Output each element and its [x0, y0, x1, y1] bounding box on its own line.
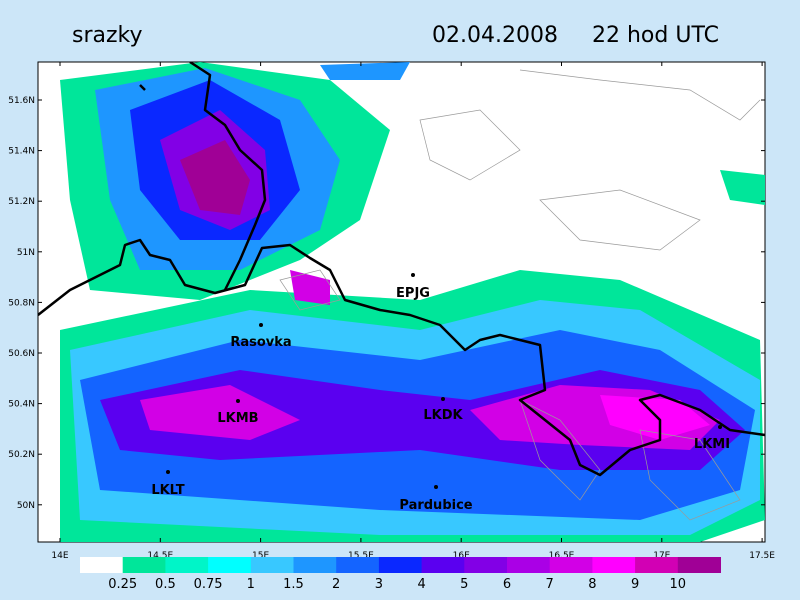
colorbar-segment — [80, 557, 124, 573]
colorbar-label: 10 — [670, 577, 687, 592]
colorbar-segment — [250, 557, 294, 573]
colorbar-label: 7 — [546, 577, 554, 592]
longitude-labels: 14E 14.5E 15E 15.5E 16E 16.5E 17E 17.5E — [51, 62, 775, 561]
colorbar-segment — [208, 557, 252, 573]
colorbar-segment — [293, 557, 337, 573]
station-label: LKMI — [694, 437, 730, 452]
colorbar-segment — [122, 557, 166, 573]
colorbar-segment — [464, 557, 508, 573]
lon-label: 17E — [653, 551, 670, 561]
station-label: LKDK — [423, 408, 463, 423]
lon-label: 16E — [453, 551, 470, 561]
station-dot — [441, 397, 445, 401]
stations: EPJG Rasovka LKMB LKDK LKMI LKLT Pardubice — [151, 273, 730, 513]
latitude-labels: 51.6N 51.4N 51.2N 51N 50.8N 50.6N 50.4N 50.2N 50… — [8, 96, 765, 511]
colorbar-label: 2 — [332, 577, 340, 592]
colorbar-label: 0.25 — [108, 577, 137, 592]
station-dot — [166, 470, 170, 474]
lat-label: 50.8N — [8, 298, 35, 308]
colorbar-segment — [378, 557, 423, 573]
lat-label: 51.6N — [8, 96, 35, 106]
map-area — [37, 61, 766, 543]
lon-label: 17.5E — [749, 551, 775, 561]
title: srazky — [72, 23, 143, 48]
lat-label: 50.2N — [8, 450, 35, 460]
lat-label: 51N — [17, 248, 35, 258]
lon-label: 14.5E — [147, 551, 173, 561]
time: 22 hod UTC — [592, 23, 719, 48]
colorbar-label: 1.5 — [283, 577, 304, 592]
lat-label: 50N — [17, 501, 35, 511]
colorbar-label: 6 — [503, 577, 511, 592]
station-dot — [259, 323, 263, 327]
terrain-contours — [279, 69, 761, 521]
station-label: LKMB — [217, 411, 258, 426]
colorbar-label: 3 — [375, 577, 383, 592]
lat-label: 50.6N — [8, 349, 35, 359]
station-dot — [434, 485, 438, 489]
station-dot — [718, 425, 722, 429]
lat-label: 51.4N — [8, 147, 35, 157]
lat-label: 51.2N — [8, 197, 35, 207]
station-dot — [411, 273, 415, 277]
lon-label: 15E — [252, 551, 269, 561]
station-label: Rasovka — [230, 335, 291, 350]
colorbar-segment — [592, 557, 636, 573]
colorbar-label: 0.5 — [155, 577, 176, 592]
station-dot — [236, 399, 240, 403]
date: 02.04.2008 — [432, 23, 558, 48]
lon-label: 14E — [51, 551, 68, 561]
colorbar-label: 9 — [631, 577, 639, 592]
colorbar-segment — [336, 557, 380, 573]
lat-label: 50.4N — [8, 400, 35, 410]
lon-label: 16.5E — [549, 551, 575, 561]
colorbar-segment — [635, 557, 679, 573]
colorbar-segment — [165, 557, 209, 573]
colorbar-segment — [507, 557, 551, 573]
station-label: Pardubice — [399, 498, 472, 513]
colorbar-label: 8 — [588, 577, 596, 592]
colorbar-label: 1 — [247, 577, 255, 592]
colorbar-label: 0.75 — [194, 577, 223, 592]
colorbar-segment — [677, 557, 721, 573]
colorbar-segment — [549, 557, 593, 573]
station-label: LKLT — [151, 483, 184, 498]
station-label: EPJG — [396, 286, 430, 301]
precipitation-field — [60, 62, 765, 542]
lon-label: 15.5E — [348, 551, 374, 561]
colorbar-label: 5 — [460, 577, 468, 592]
colorbar-label: 4 — [417, 577, 425, 592]
colorbar: 0.25 0.5 0.75 1 1.5 2 3 4 5 6 7 8 9 10 — [80, 557, 721, 592]
borders — [38, 62, 765, 477]
colorbar-segment — [421, 557, 465, 573]
